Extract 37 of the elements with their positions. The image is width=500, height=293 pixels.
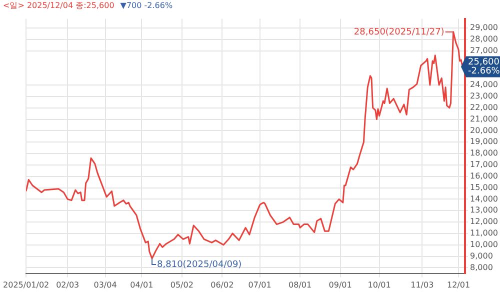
y-tick-label: 22,000 (470, 102, 498, 112)
annotation: 28,650(2025/11/27) (354, 27, 444, 38)
y-tick-label: 27,000 (470, 46, 498, 55)
y-tick-label: 9,000 (470, 251, 493, 260)
x-tick-label: 07/01 (248, 280, 272, 290)
x-tick-label: 12/01 (446, 280, 470, 290)
x-tick-label: 06/02 (210, 280, 234, 290)
y-tick-label: 19,000 (470, 137, 498, 146)
y-tick-label: 24,000 (470, 80, 498, 90)
chart-subtitle: ▼700 -2.66% (120, 1, 173, 10)
chart-title: <일> 2025/12/04 종:25,600 (3, 1, 114, 10)
annotation: 8,810(2025/04/09) (157, 260, 242, 270)
x-tick-label: 04/01 (130, 280, 154, 290)
y-tick-label: 28,000 (470, 34, 498, 44)
y-tick-label: 11,000 (470, 228, 498, 238)
y-tick-label: 16,000 (470, 171, 498, 180)
x-tick-label: 05/02 (170, 280, 194, 290)
y-tick-label: 12,000 (470, 217, 498, 226)
y-tick-label: 20,000 (470, 126, 498, 135)
x-tick-label: 03/04 (94, 280, 117, 290)
y-tick-label: 15,000 (470, 182, 498, 192)
y-tick-label: 18,000 (470, 148, 498, 158)
y-tick-label: 23,000 (470, 92, 498, 101)
x-tick-label: 09/01 (328, 280, 352, 290)
y-tick-label: 29,000 (470, 23, 498, 32)
y-tick-label: 8,000 (470, 262, 493, 272)
y-tick-label: 10,000 (470, 240, 498, 249)
y-tick-label: 13,000 (470, 206, 498, 215)
annotation: 25,600 -2.66% (468, 58, 500, 77)
x-tick-label: 11/03 (410, 280, 434, 290)
x-tick-label: 02/03 (56, 280, 80, 290)
x-tick-label: 08/01 (288, 280, 312, 290)
y-tick-label: 21,000 (470, 114, 498, 124)
x-tick-label: 2025/01/02 (3, 280, 50, 290)
y-tick-label: 14,000 (470, 194, 498, 204)
x-tick-label: 10/01 (368, 280, 391, 290)
y-tick-label: 17,000 (470, 160, 498, 170)
